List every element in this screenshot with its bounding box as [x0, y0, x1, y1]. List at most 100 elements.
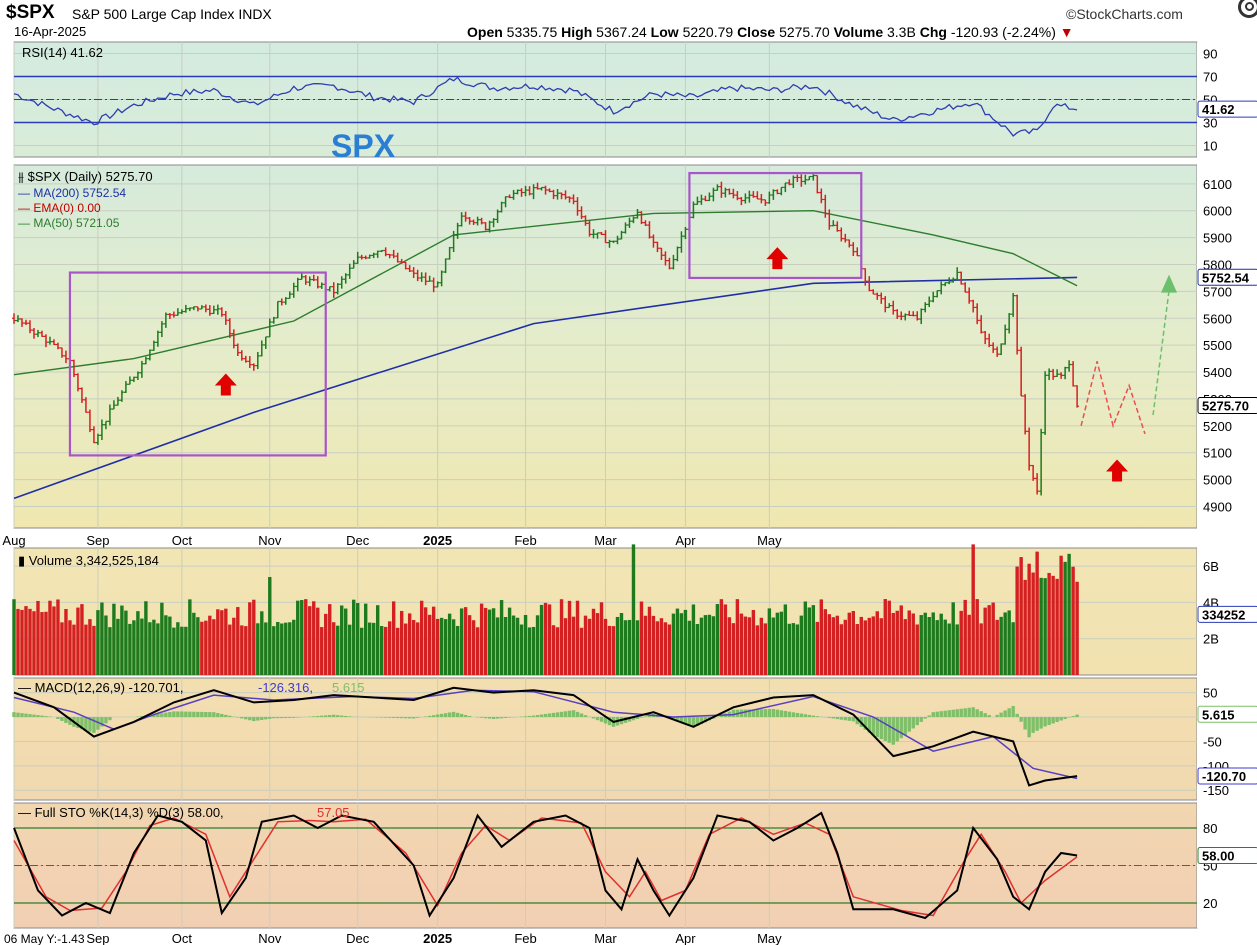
volume-bar — [120, 605, 124, 675]
volume-bar — [511, 615, 516, 675]
macd-histogram-bar — [499, 717, 504, 719]
macd-histogram-bar — [931, 712, 935, 718]
macd-histogram-bar — [687, 717, 692, 726]
macd-histogram-bar — [44, 716, 48, 718]
macd-histogram-bar — [96, 717, 100, 730]
volume-bar — [451, 619, 456, 675]
volume-bar — [471, 620, 476, 675]
price-y-tick: 5900 — [1203, 231, 1232, 246]
macd-histogram-bar — [140, 716, 144, 718]
price-y-tick: 6000 — [1203, 204, 1232, 219]
macd-histogram-bar — [967, 707, 971, 718]
volume-bar — [571, 616, 576, 675]
macd-histogram-bar — [959, 708, 963, 718]
volume-bar — [839, 624, 843, 675]
volume-bar — [935, 620, 939, 675]
up-arrow-icon — [766, 247, 789, 270]
macd-signal-legend: -126.316, — [258, 680, 313, 695]
macd-histogram-bar — [971, 707, 975, 718]
macd-histogram-bar — [631, 717, 636, 721]
volume-bar — [707, 614, 712, 675]
macd-histogram-bar — [1011, 706, 1015, 718]
macd-histogram-bar — [579, 713, 584, 718]
macd-histogram-bar — [216, 713, 220, 718]
volume-bar — [803, 601, 808, 675]
volume-bar — [56, 599, 60, 675]
x-tick-label: Nov — [258, 533, 282, 548]
volume-bar — [36, 600, 40, 675]
macd-histogram-bar — [1023, 717, 1027, 730]
macd-histogram-bar — [84, 717, 88, 731]
volume-bar — [276, 622, 280, 675]
chart-date: 16-Apr-2025 — [14, 24, 87, 39]
macd-histogram-bar — [156, 713, 160, 718]
macd-histogram-bar — [731, 709, 736, 718]
volume-bar — [340, 605, 344, 675]
volume-bar — [192, 612, 196, 675]
volume-bar — [715, 604, 720, 675]
volume-bar — [104, 615, 108, 675]
volume-bar — [467, 615, 472, 675]
macd-histogram-bar — [483, 717, 488, 719]
volume-bar — [831, 617, 836, 675]
volume-bar — [759, 617, 764, 675]
price-y-tick: 5200 — [1203, 419, 1232, 434]
macd-histogram-bar — [887, 717, 891, 743]
macd-histogram-bar — [240, 717, 244, 719]
macd-histogram-bar — [743, 709, 748, 718]
macd-histogram-bar — [867, 717, 871, 733]
macd-histogram-bar — [575, 711, 580, 718]
volume-bar — [344, 608, 348, 675]
macd-histogram-bar — [975, 709, 979, 718]
macd-histogram-bar — [288, 717, 292, 718]
volume-bar — [651, 615, 656, 675]
volume-bar — [927, 617, 931, 675]
volume-bar — [627, 619, 632, 675]
volume-bar — [212, 619, 216, 675]
macd-histogram-bar — [411, 717, 416, 719]
volume-bar — [44, 611, 48, 675]
volume-bar — [455, 625, 460, 675]
macd-histogram-bar — [24, 713, 28, 718]
volume-bar — [1051, 575, 1055, 675]
macd-histogram-bar — [1055, 717, 1059, 723]
volume-bar — [863, 620, 867, 675]
volume-bar — [304, 599, 308, 675]
macd-histogram-bar — [943, 710, 947, 718]
macd-histogram-bar — [719, 715, 724, 718]
macd-histogram-bar — [68, 717, 72, 725]
macd-histogram-bar — [280, 717, 284, 719]
ma50-line — [13, 209, 1078, 376]
volume-bar — [787, 623, 792, 675]
volume-bar — [579, 627, 584, 675]
price-y-tick: 6100 — [1203, 177, 1232, 192]
macd-histogram-bar — [527, 715, 532, 718]
sto-value-tag — [1197, 847, 1257, 864]
macd-histogram-bar — [923, 717, 927, 719]
macd-histogram-bar — [1019, 717, 1023, 722]
volume-bar — [807, 607, 812, 675]
x-tick-label: Dec — [346, 533, 370, 548]
macd-histogram-bar — [963, 708, 967, 718]
macd-histogram-bar — [903, 717, 907, 735]
spx-annotation: SPX — [331, 128, 396, 164]
volume-bar — [88, 619, 92, 675]
macd-histogram-bar — [595, 717, 600, 721]
open-value: 5335.75 — [506, 24, 558, 40]
volume-bar — [228, 624, 232, 675]
gear-icon[interactable] — [1238, 0, 1257, 18]
volume-bar — [168, 616, 172, 675]
open-label: Open — [467, 24, 503, 40]
volume-bar — [963, 599, 967, 675]
volume-bar — [419, 600, 424, 675]
volume-bar — [563, 618, 568, 675]
macd-histogram-bar — [939, 711, 943, 718]
volume-bar — [1047, 572, 1051, 675]
macd-histogram-bar — [1031, 717, 1035, 733]
macd-histogram-bar — [863, 717, 867, 730]
volume-bar — [631, 544, 636, 675]
macd-histogram-bar — [264, 717, 268, 720]
volume-bar — [100, 602, 104, 675]
volume-bar — [539, 604, 544, 675]
macd-histogram-bar — [1007, 708, 1011, 718]
